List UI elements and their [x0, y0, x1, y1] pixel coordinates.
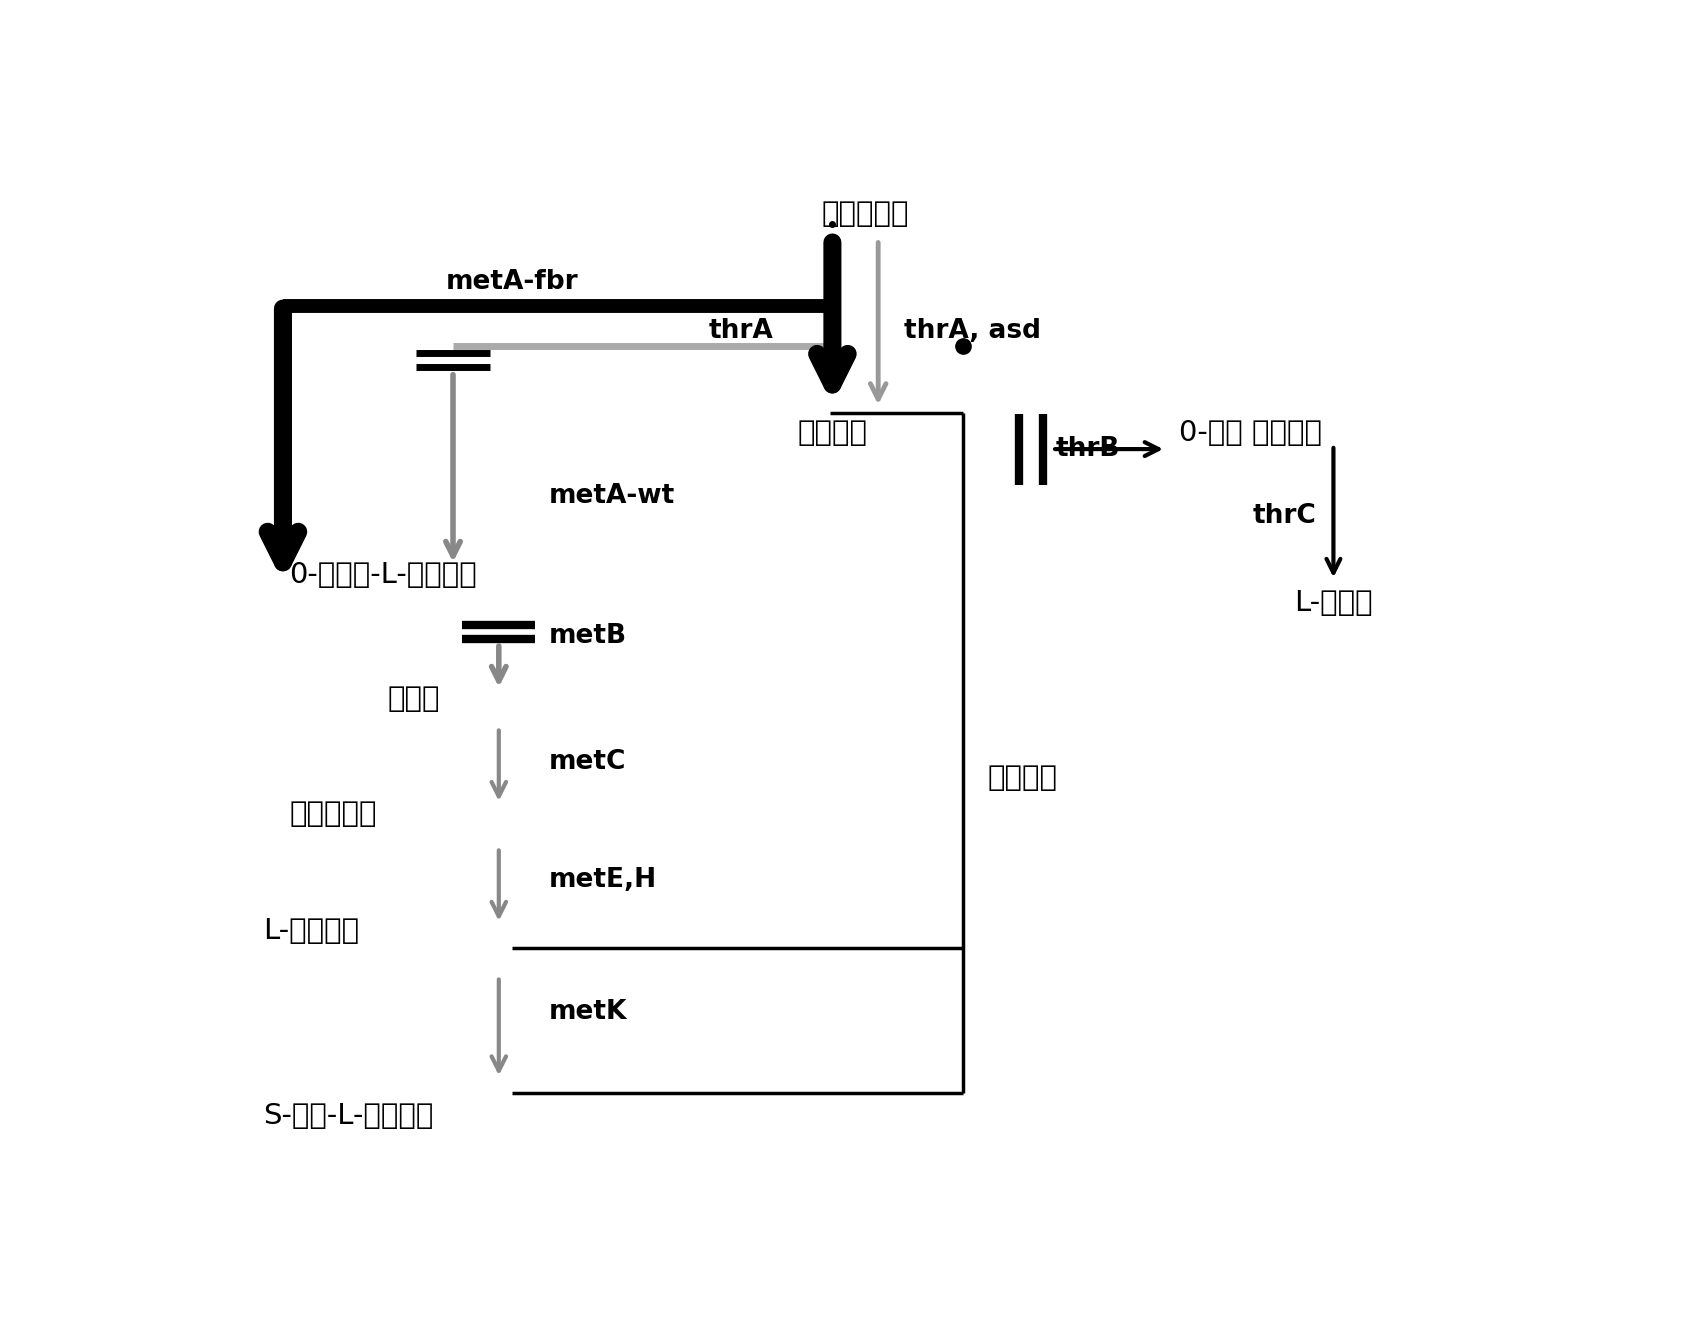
Text: L-甲硫氨酸: L-甲硫氨酸 — [263, 917, 360, 945]
Text: S-腺苷-L-甲硫氨酸: S-腺苷-L-甲硫氨酸 — [263, 1102, 434, 1130]
Text: thrB: thrB — [1055, 436, 1119, 462]
Text: 高半胱氨酸: 高半胱氨酸 — [290, 800, 376, 828]
Text: 天冬氨酸盐: 天冬氨酸盐 — [822, 201, 908, 228]
Text: thrA, asd: thrA, asd — [905, 318, 1041, 345]
Text: thrA: thrA — [709, 318, 773, 345]
Text: 反馈抑制: 反馈抑制 — [987, 764, 1057, 792]
Text: thrC: thrC — [1252, 503, 1317, 529]
Text: metB: metB — [549, 623, 626, 649]
Text: metA-wt: metA-wt — [549, 483, 675, 508]
Text: L-苏氨酸: L-苏氨酸 — [1295, 589, 1372, 616]
Text: 胱硫迷: 胱硫迷 — [388, 685, 441, 713]
Text: metC: metC — [549, 750, 626, 775]
Text: 高丝氨酸: 高丝氨酸 — [797, 418, 868, 447]
Text: metK: metK — [549, 999, 626, 1026]
Text: metA-fbr: metA-fbr — [446, 269, 579, 296]
Text: metE,H: metE,H — [549, 867, 657, 894]
Text: 0-磷酸 高丝氨酸: 0-磷酸 高丝氨酸 — [1178, 418, 1322, 447]
Text: 0-琥珀酰-L-高丝氨酸: 0-琥珀酰-L-高丝氨酸 — [290, 561, 478, 589]
